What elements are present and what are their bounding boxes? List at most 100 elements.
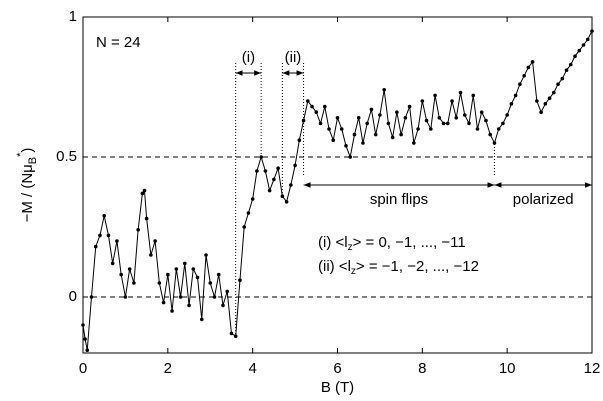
data-point: [437, 116, 442, 120]
data-point: [420, 99, 425, 103]
data-point: [89, 295, 94, 299]
x-tick-label: 4: [248, 360, 256, 377]
note-part: z: [351, 266, 356, 277]
data-point: [416, 127, 420, 131]
y-tick-label: 0.5: [56, 148, 77, 165]
data-point: [530, 60, 535, 64]
data-point: [314, 110, 319, 114]
x-tick-label: 0: [79, 360, 87, 377]
data-point: [93, 244, 98, 249]
data-point: [174, 267, 179, 271]
data-point: [81, 323, 85, 327]
data-point: [335, 116, 340, 120]
data-point: [170, 309, 174, 313]
data-point: [208, 281, 213, 285]
data-point: [378, 113, 382, 117]
data-point: [242, 225, 246, 229]
data-point: [153, 239, 157, 243]
data-point: [306, 99, 310, 103]
data-point: [492, 141, 497, 145]
data-point: [475, 127, 480, 131]
data-point: [178, 295, 183, 299]
data-point: [454, 116, 459, 120]
data-point: [560, 76, 565, 81]
data-point: [276, 166, 280, 170]
data-point: [115, 239, 119, 243]
data-point: [395, 110, 399, 114]
data-point: [429, 127, 433, 131]
data-point: [373, 132, 378, 137]
data-point: [467, 121, 471, 126]
data-point: [412, 141, 416, 145]
x-tick-label: 6: [333, 360, 341, 377]
data-point: [212, 295, 217, 299]
data-point: [280, 194, 285, 198]
y-axis-label: −M / (NμB*): [15, 148, 39, 223]
data-point: [142, 188, 147, 193]
data-point: [297, 138, 302, 142]
data-point: [272, 177, 276, 182]
data-point: [127, 267, 132, 271]
data-point: [191, 267, 196, 271]
data-point: [399, 132, 403, 137]
data-point: [123, 295, 128, 299]
range-label: spin flips: [370, 191, 428, 208]
data-point: [183, 261, 187, 266]
data-point: [479, 110, 484, 114]
data-point: [547, 96, 552, 100]
data-point: [526, 65, 531, 70]
data-point: [339, 127, 344, 131]
data-point: [556, 82, 560, 86]
data-point: [496, 127, 501, 131]
data-point: [471, 93, 476, 98]
data-point: [331, 138, 336, 142]
x-tick-label: 2: [164, 360, 172, 377]
data-point: [322, 104, 327, 109]
data-point: [284, 200, 289, 204]
data-point: [85, 348, 90, 353]
data-point: [577, 48, 582, 53]
data-point: [361, 141, 365, 145]
data-point: [204, 253, 208, 257]
data-point: [106, 233, 111, 238]
data-point: [509, 102, 514, 106]
data-point: [327, 127, 331, 131]
data-point: [590, 29, 594, 33]
data-point: [462, 113, 467, 117]
x-tick-label: 10: [499, 360, 516, 377]
y-axis-label-part: *: [15, 152, 27, 157]
data-point: [98, 233, 102, 238]
note-part: > = 0, −1, ..., −11: [353, 234, 466, 251]
y-tick-label: 1: [69, 8, 77, 25]
data-point: [83, 337, 87, 341]
data-point: [199, 317, 204, 322]
data-point: [250, 197, 255, 201]
data-point: [255, 169, 259, 173]
data-point: [225, 289, 230, 294]
range-label: (i): [242, 49, 255, 66]
note: (i) <lz> = 0, −1, ..., −11: [318, 234, 466, 253]
range-label: polarized: [513, 191, 574, 208]
data-point: [365, 121, 369, 126]
data-point: [450, 99, 454, 103]
data-point: [144, 216, 149, 221]
data-point: [246, 211, 251, 215]
data-point: [390, 135, 395, 140]
data-point: [110, 261, 115, 266]
data-point: [293, 163, 297, 168]
data-point: [187, 303, 191, 308]
data-point: [568, 62, 573, 67]
note-part: z: [348, 242, 353, 253]
data-point: [238, 278, 242, 283]
data-point: [310, 104, 314, 109]
data-point: [157, 281, 162, 285]
data-point: [318, 121, 323, 126]
data-point: [221, 303, 225, 308]
note-part: (i) <l: [318, 234, 348, 251]
y-axis-label-part: B: [27, 157, 39, 164]
x-axis-label: B (T): [321, 379, 354, 396]
x-tick-label: 12: [584, 360, 601, 377]
data-point: [386, 121, 391, 126]
y-axis-label-part: −M / (Nμ: [19, 164, 36, 222]
note: (ii) <lz> = −1, −2, ..., −12: [318, 258, 479, 277]
